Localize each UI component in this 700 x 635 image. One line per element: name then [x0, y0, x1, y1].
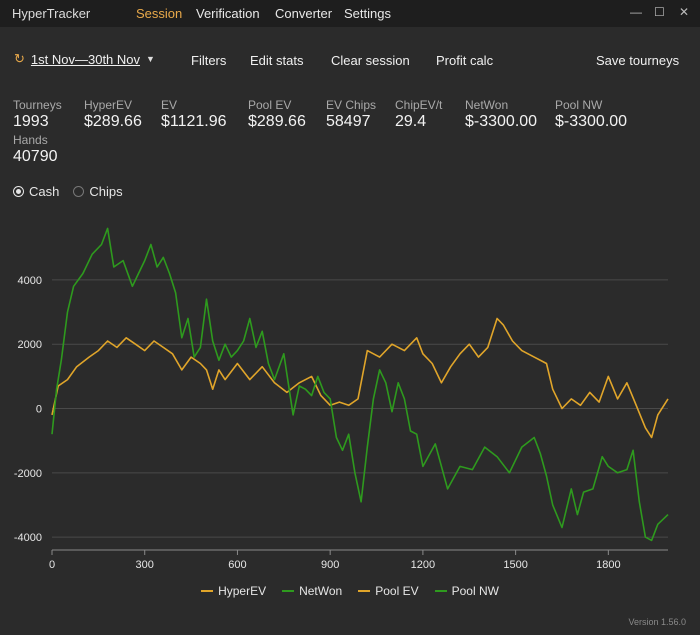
- close-icon[interactable]: ✕: [679, 5, 690, 19]
- y-tick-label: -4000: [14, 532, 42, 544]
- stat-ev: EV $1121.96: [161, 98, 227, 131]
- date-range-label: 1st Nov—30th Nov: [30, 51, 141, 67]
- stat-ev-chips: EV Chips 58497: [326, 98, 376, 131]
- date-range-selector[interactable]: ↻ 1st Nov—30th Nov ▼: [14, 51, 155, 67]
- stat-label: Hands: [13, 133, 48, 147]
- stat-pool-ev: Pool EV $289.66: [248, 98, 306, 131]
- version-label: Version 1.56.0: [628, 617, 686, 627]
- legend-item-hyperev[interactable]: HyperEV: [201, 584, 266, 598]
- legend-swatch: [282, 590, 295, 592]
- radio-chips[interactable]: Chips: [73, 184, 123, 199]
- x-tick-label: 1500: [503, 559, 527, 571]
- stat-value: 40790: [13, 148, 58, 165]
- save-tourneys-button[interactable]: Save tourneys: [596, 53, 680, 68]
- stat-hands: Hands 40790: [13, 133, 58, 166]
- radio-cash[interactable]: Cash: [13, 184, 59, 199]
- menu-settings[interactable]: Settings: [344, 6, 391, 21]
- stat-label: NetWon: [465, 98, 509, 112]
- profit-chart: -4000 -2000 0 2000 4000 0 300 600 900 1200 1500 180…: [14, 227, 669, 571]
- y-tick-label: 0: [36, 404, 42, 416]
- legend-item-pool-nw[interactable]: Pool NW: [434, 584, 499, 598]
- app-title: HyperTracker: [12, 6, 91, 21]
- radio-cash-label: Cash: [29, 184, 60, 199]
- stat-label: ChipEV/t: [395, 98, 443, 112]
- stat-label: EV: [161, 98, 178, 112]
- mode-selector: Cash Chips: [13, 184, 123, 199]
- filters-button[interactable]: Filters: [191, 53, 227, 68]
- legend-label: Pool NW: [451, 584, 499, 598]
- stat-label: Tourneys: [13, 98, 62, 112]
- x-tick-label: 0: [49, 559, 55, 571]
- clear-session-button[interactable]: Clear session: [331, 53, 410, 68]
- edit-stats-button[interactable]: Edit stats: [250, 53, 304, 68]
- series-line-netwon: [51, 227, 669, 542]
- radio-chips-label: Chips: [89, 184, 123, 199]
- x-tick-label: 1200: [411, 559, 435, 571]
- x-tick-label: 600: [228, 559, 246, 571]
- stat-value: $-3300.00: [555, 113, 628, 130]
- stat-label: Pool NW: [555, 98, 603, 112]
- stat-label: HyperEV: [84, 98, 133, 112]
- stat-chipev: ChipEV/t 29.4: [395, 98, 442, 131]
- y-tick-label: 4000: [18, 275, 42, 287]
- legend-label: Pool EV: [375, 584, 419, 598]
- stat-label: Pool EV: [248, 98, 292, 112]
- y-tick-label: -2000: [14, 468, 42, 480]
- stat-value: 1993: [13, 113, 49, 130]
- stat-pool-nw: Pool NW $-3300.00: [555, 98, 627, 131]
- stat-value: $-3300.00: [465, 113, 538, 130]
- stat-hyperev: HyperEV $289.66: [84, 98, 142, 131]
- x-tick-label: 900: [321, 559, 339, 571]
- stat-value: 29.4: [395, 113, 427, 130]
- legend-swatch: [358, 590, 371, 592]
- stat-label: EV Chips: [326, 98, 377, 112]
- menu-verification[interactable]: Verification: [196, 6, 260, 21]
- x-tick-label: 300: [136, 559, 154, 571]
- stat-netwon: NetWon $-3300.00: [465, 98, 537, 131]
- radio-dot-icon[interactable]: [73, 186, 85, 197]
- legend-label: HyperEV: [218, 584, 267, 598]
- legend-swatch: [434, 590, 447, 592]
- chart-legend: HyperEV NetWon Pool EV Pool NW: [0, 584, 700, 598]
- legend-item-netwon[interactable]: NetWon: [282, 584, 342, 598]
- stat-tourneys: Tourneys 1993: [13, 98, 62, 131]
- stat-value: 58497: [326, 113, 371, 130]
- maximize-icon[interactable]: ☐: [654, 5, 665, 19]
- series-line-hyperev: [51, 317, 669, 439]
- chevron-down-icon[interactable]: ▼: [146, 54, 155, 64]
- legend-item-pool-ev[interactable]: Pool EV: [358, 584, 419, 598]
- menu-session[interactable]: Session: [136, 6, 183, 21]
- x-tick-label: 1800: [596, 559, 620, 571]
- stat-value: $289.66: [248, 113, 306, 130]
- menu-converter[interactable]: Converter: [275, 6, 333, 21]
- profit-calc-button[interactable]: Profit calc: [436, 53, 494, 68]
- legend-swatch: [201, 590, 214, 592]
- y-tick-label: 2000: [18, 339, 42, 351]
- title-bar: HyperTracker Session Verification Conver…: [0, 0, 700, 27]
- minimize-icon[interactable]: —: [630, 5, 642, 19]
- stat-value: $1121.96: [161, 113, 227, 130]
- stat-value: $289.66: [84, 113, 142, 130]
- radio-dot-icon[interactable]: [13, 186, 24, 197]
- refresh-icon[interactable]: ↻: [14, 51, 25, 66]
- legend-label: NetWon: [299, 584, 343, 598]
